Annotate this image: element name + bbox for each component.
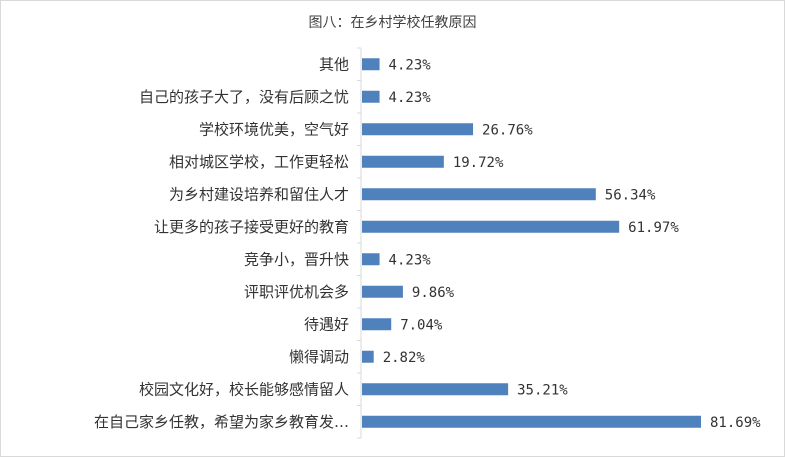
data-label: 7.04% — [400, 317, 443, 333]
data-label: 81.69% — [710, 415, 761, 431]
data-label: 4.23% — [389, 57, 432, 73]
bar — [362, 415, 702, 428]
data-label: 35.21% — [517, 382, 568, 398]
bar — [362, 188, 596, 201]
category-label: 校园文化好，校长能够感情留人 — [139, 380, 349, 398]
category-label: 学校环境优美，空气好 — [199, 120, 349, 138]
bar — [362, 253, 380, 266]
category-label: 为乡村建设培养和留住人才 — [169, 185, 349, 203]
bar — [362, 90, 380, 103]
category-label: 自己的孩子大了，没有后顾之忧 — [139, 88, 349, 106]
data-label: 56.34% — [605, 187, 656, 203]
category-label: 待遇好 — [304, 315, 349, 333]
chart-title: 图八：在乡村学校任教原因 — [308, 15, 477, 31]
bar — [362, 350, 374, 363]
data-label: 2.82% — [383, 350, 426, 366]
data-label: 61.97% — [628, 220, 679, 236]
data-label: 9.86% — [412, 285, 455, 301]
category-label: 其他 — [319, 55, 349, 73]
bar — [362, 285, 403, 298]
bar — [362, 155, 444, 168]
bar — [362, 383, 509, 396]
category-label: 相对城区学校，工作更轻松 — [169, 153, 349, 171]
bar — [362, 220, 620, 233]
category-label: 懒得调动 — [289, 348, 349, 366]
data-label: 26.76% — [482, 122, 533, 138]
bar — [362, 58, 380, 71]
data-label: 4.23% — [389, 252, 432, 268]
bar — [362, 318, 392, 331]
category-label: 在自己家乡任教，希望为家乡教育发… — [94, 413, 349, 431]
category-label: 竞争小，晋升快 — [244, 250, 349, 268]
category-label: 评职评优机会多 — [244, 283, 349, 301]
data-label: 19.72% — [453, 155, 504, 171]
bar — [362, 123, 474, 136]
category-label: 让更多的孩子接受更好的教育 — [154, 218, 349, 236]
data-label: 4.23% — [389, 90, 432, 106]
